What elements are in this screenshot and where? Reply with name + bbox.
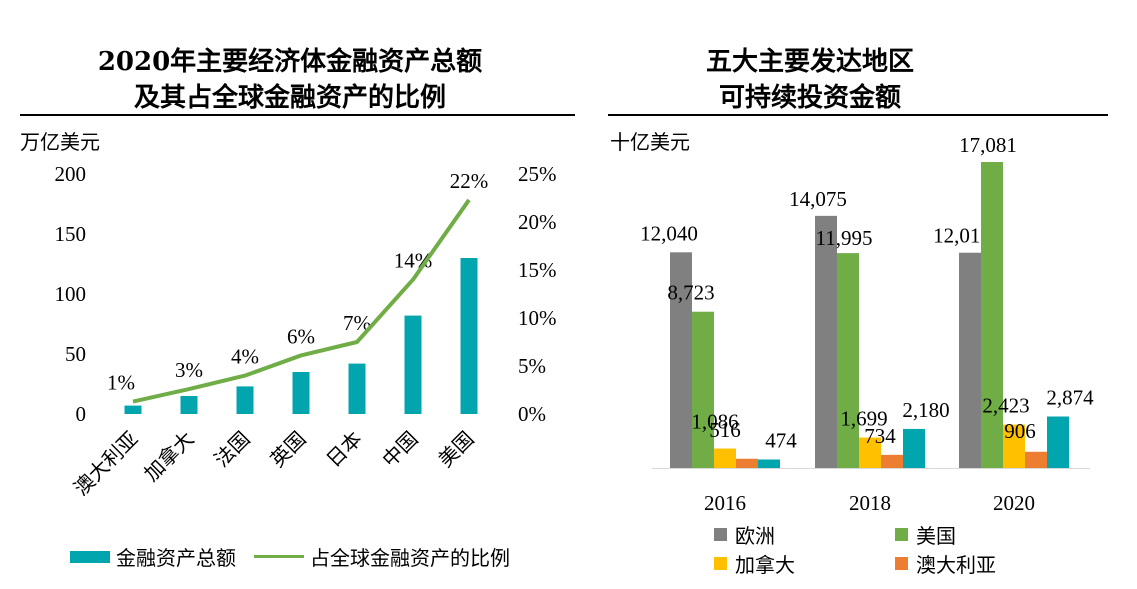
- right-y2-tick-label: 5%: [518, 354, 546, 378]
- investment-data-label: 1,086: [691, 410, 738, 434]
- right-title-line1: 五大主要发达地区: [705, 47, 914, 77]
- investment-data-label: 2,423: [982, 394, 1029, 418]
- right-y2-tick-label: 25%: [518, 162, 557, 186]
- investment-bar: [903, 428, 925, 468]
- right-legend-item-4: 澳大利亚: [895, 549, 996, 578]
- asset-bar: [236, 386, 254, 414]
- legend-bar-label: 金融资产总额: [116, 546, 236, 570]
- investment-data-label: 516: [709, 418, 741, 442]
- share-line: [132, 198, 471, 404]
- investment-bar: [1003, 424, 1025, 468]
- asset-bar: [124, 405, 142, 414]
- investment-data-label: 2,180: [902, 398, 949, 422]
- left-x-tick-label: 澳大利亚: [70, 427, 143, 500]
- right-y2-tick-label: 10%: [518, 306, 557, 330]
- investment-bar: [815, 215, 837, 468]
- investment-data-label: 11,995: [816, 226, 873, 250]
- left-chart-title: 2020年主要经济体金融资产总额 及其占全球金融资产的比例: [20, 44, 560, 116]
- investment-bar: [959, 252, 981, 468]
- left-title-line1: 2020年主要经济体金融资产总额: [97, 47, 483, 77]
- legend-australia-label: 澳大利亚: [916, 553, 996, 577]
- right-legend-item-1: 欧洲: [714, 520, 775, 549]
- left-x-tick-label: 美国: [434, 427, 479, 472]
- investment-bar: [1047, 416, 1069, 468]
- investment-bar: [670, 252, 692, 468]
- investment-data-label: 474: [765, 429, 797, 453]
- right-title-rule: [608, 114, 1108, 116]
- right-unit-label: 十亿美元: [610, 130, 690, 154]
- investment-bar: [714, 448, 736, 468]
- asset-bar: [460, 258, 478, 414]
- right-y2-tick-label: 0%: [518, 402, 546, 426]
- investment-bar: [1025, 451, 1047, 468]
- asset-bar: [348, 363, 366, 414]
- asset-bar: [404, 315, 422, 414]
- share-data-label: 22%: [450, 169, 489, 193]
- investment-bar: [981, 162, 1003, 468]
- legend-usa-label: 美国: [916, 524, 956, 548]
- right-title-line2: 可持续投资金额: [718, 83, 901, 113]
- share-data-label: 4%: [231, 345, 259, 369]
- investment-data-label: 2,874: [1046, 386, 1094, 410]
- left-y-tick-label: 200: [55, 162, 87, 186]
- legend-bar-swatch: [70, 550, 110, 563]
- left-y-tick-label: 0: [76, 402, 87, 426]
- left-unit-label: 万亿美元: [20, 130, 100, 154]
- investment-bar: [859, 437, 881, 468]
- left-legend: 金融资产总额 占全球金融资产的比例: [70, 542, 510, 571]
- legend-line-label: 占全球金融资产的比例: [310, 546, 510, 570]
- investment-data-label: 906: [1004, 419, 1036, 443]
- left-title-line2: 及其占全球金融资产的比例: [133, 83, 446, 113]
- investment-bar: [758, 459, 780, 468]
- left-y-tick-label: 150: [55, 222, 87, 246]
- left-title-rule: [20, 114, 575, 116]
- right-x-tick-label: 2020: [993, 491, 1035, 515]
- right-y2-tick-label: 20%: [518, 210, 557, 234]
- asset-bar: [292, 372, 310, 414]
- legend-europe-label: 欧洲: [735, 524, 775, 548]
- share-data-label: 3%: [175, 358, 203, 382]
- investment-data-label: 8,723: [667, 281, 714, 305]
- investment-data-label: 14,075: [789, 187, 847, 211]
- legend-canada-swatch: [714, 557, 727, 570]
- left-y-tick-label: 100: [55, 282, 87, 306]
- right-chart-title: 五大主要发达地区 可持续投资金额: [610, 44, 1010, 116]
- share-data-label: 6%: [287, 324, 315, 348]
- left-x-tick-label: 法国: [210, 427, 255, 472]
- legend-australia-swatch: [895, 557, 908, 570]
- left-x-tick-label: 英国: [266, 427, 311, 472]
- investment-data-label: 17,081: [959, 133, 1017, 157]
- investment-data-label: 12,040: [640, 221, 698, 245]
- investment-bar: [692, 311, 714, 468]
- left-x-tick-label: 日本: [322, 427, 367, 472]
- right-x-tick-label: 2016: [704, 491, 746, 515]
- right-y2-tick-label: 15%: [518, 258, 557, 282]
- investment-bar: [837, 253, 859, 468]
- left-x-tick-label: 加拿大: [139, 427, 198, 486]
- investment-bar: [881, 454, 903, 468]
- legend-line-swatch: [254, 555, 304, 558]
- right-legend-item-2: 美国: [895, 520, 956, 549]
- legend-canada-label: 加拿大: [735, 553, 795, 577]
- right-legend-item-3: 加拿大: [714, 549, 795, 578]
- left-x-tick-label: 中国: [378, 427, 423, 472]
- right-x-tick-label: 2018: [849, 491, 891, 515]
- legend-usa-swatch: [895, 528, 908, 541]
- asset-bar: [180, 396, 198, 414]
- investment-data-label: 1,699: [840, 407, 887, 431]
- investment-data-label: 734: [864, 424, 896, 448]
- left-y-tick-label: 50: [65, 342, 86, 366]
- share-data-label: 1%: [107, 371, 135, 395]
- legend-europe-swatch: [714, 528, 727, 541]
- investment-bar: [736, 458, 758, 468]
